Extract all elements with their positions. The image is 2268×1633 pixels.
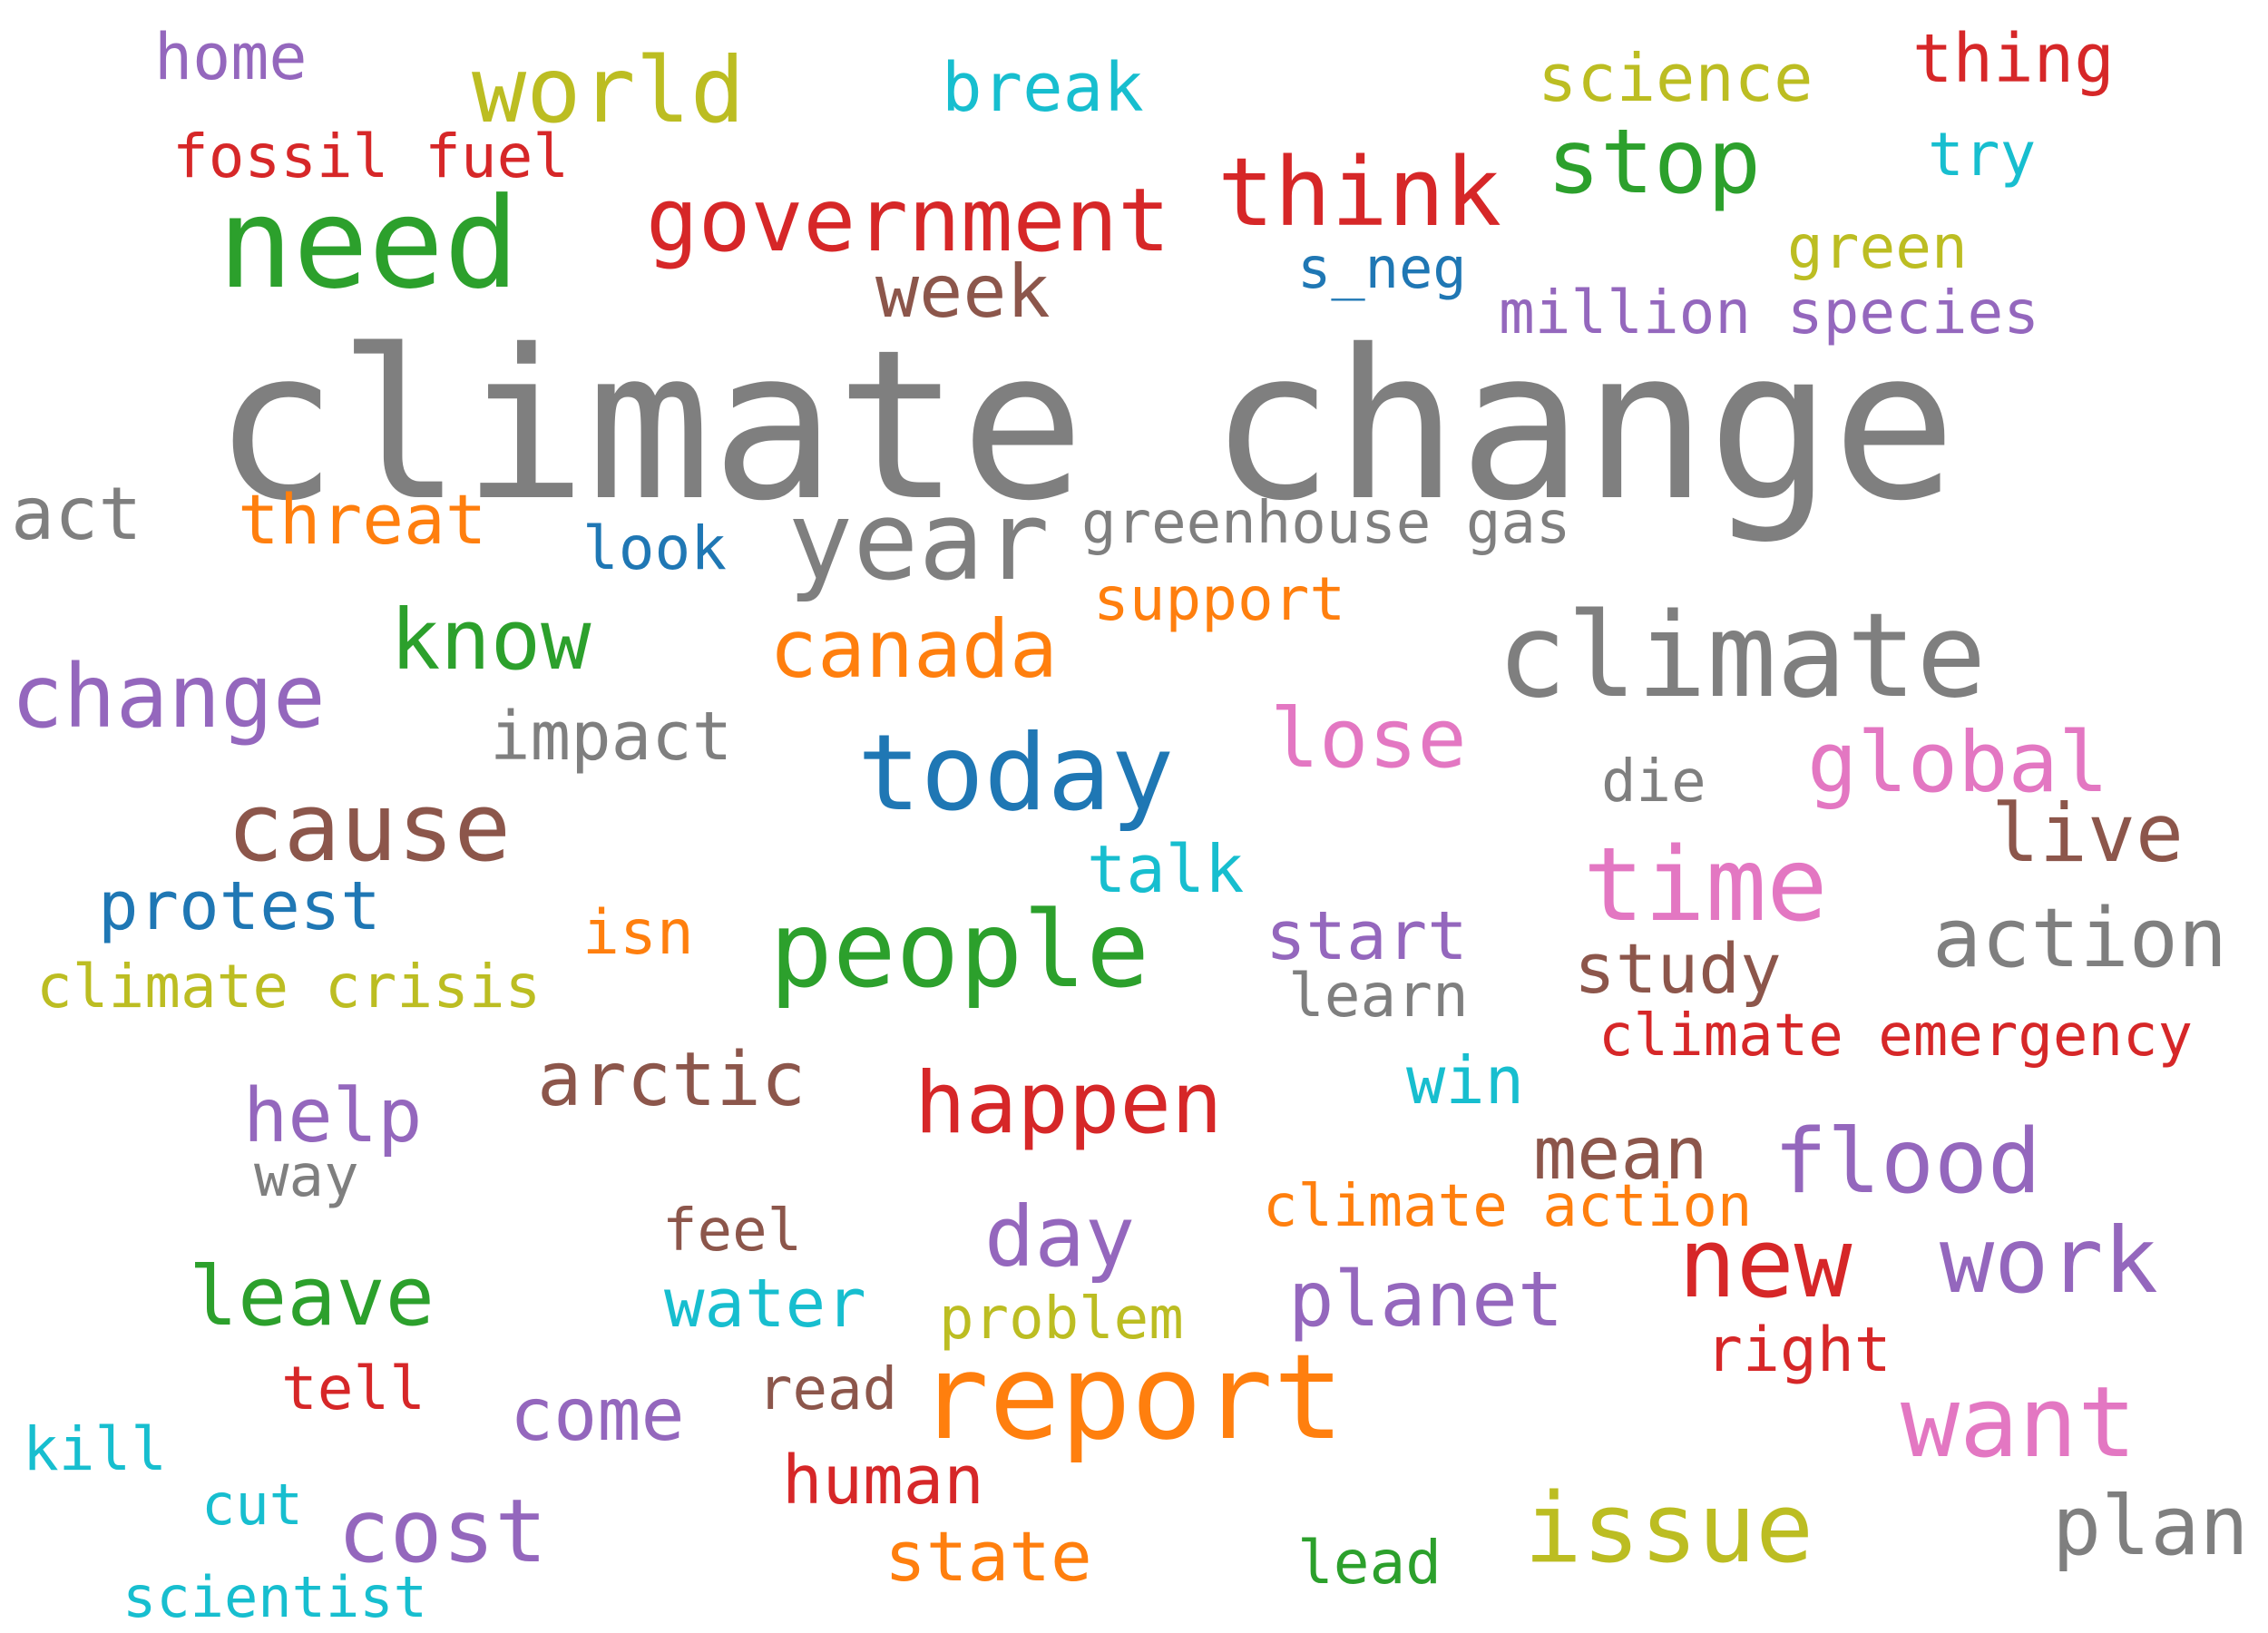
word-planet: planet <box>1288 1255 1564 1344</box>
word-happen: happen <box>914 1054 1223 1153</box>
word-global: global <box>1807 714 2109 811</box>
word-support: support <box>1093 564 1346 634</box>
word-action: action <box>1932 891 2228 986</box>
word-study: study <box>1574 928 1782 1009</box>
word-impact: impact <box>490 698 733 776</box>
word-greenhouse-gas: greenhouse gas <box>1081 490 1571 557</box>
word-climate-emergency: climate emergency <box>1598 1002 2194 1070</box>
word-cost: cost <box>337 1481 548 1582</box>
word-act: act <box>11 472 142 556</box>
word-come: come <box>510 1373 685 1457</box>
word-people: people <box>769 889 1150 1012</box>
word-time: time <box>1583 826 1828 944</box>
word-week: week <box>875 249 1051 334</box>
word-human: human <box>782 1442 984 1520</box>
word-tell: tell <box>281 1354 425 1423</box>
word-s-neg: s_neg <box>1297 235 1467 301</box>
word-work: work <box>1940 1208 2158 1314</box>
word-report: report <box>918 1328 1344 1466</box>
word-arctic: arctic <box>537 1037 807 1123</box>
word-lose: lose <box>1270 691 1467 787</box>
word-isn: isn <box>582 897 694 969</box>
word-scientist: scientist <box>122 1564 427 1630</box>
word-world: world <box>472 37 746 143</box>
word-try: try <box>1928 120 2037 190</box>
word-plan: plan <box>2052 1479 2249 1574</box>
word-climate-change: climate change <box>213 305 1957 546</box>
word-day: day <box>984 1188 1136 1286</box>
word-flood: flood <box>1774 1110 2042 1214</box>
word-start: start <box>1266 897 1468 975</box>
word-learn: learn <box>1288 961 1469 1031</box>
word-issue: issue <box>1524 1472 1814 1584</box>
word-way: way <box>254 1143 359 1210</box>
word-cause: cause <box>227 772 512 883</box>
word-read: read <box>758 1356 898 1423</box>
word-help: help <box>243 1073 423 1159</box>
word-want: want <box>1901 1366 2137 1480</box>
word-kill: kill <box>23 1414 167 1484</box>
word-water: water <box>664 1265 866 1343</box>
word-climate-crisis: climate crisis <box>36 952 542 1022</box>
word-government: government <box>646 170 1170 271</box>
word-thing: thing <box>1912 20 2115 98</box>
word-new: new <box>1678 1208 1853 1319</box>
word-today: today <box>857 712 1175 835</box>
word-science: science <box>1538 40 1813 116</box>
word-break: break <box>942 49 1144 127</box>
word-feel: feel <box>662 1198 803 1265</box>
word-climate-action: climate action <box>1263 1173 1753 1240</box>
word-canada: canada <box>769 602 1058 696</box>
word-cut: cut <box>201 1472 303 1538</box>
word-state: state <box>885 1516 1092 1597</box>
word-year: year <box>787 479 1050 605</box>
word-threat: threat <box>238 479 487 560</box>
word-leave: leave <box>189 1249 435 1345</box>
word-mean: mean <box>1533 1111 1708 1196</box>
word-problem: problem <box>939 1286 1184 1353</box>
word-right: right <box>1706 1315 1892 1386</box>
word-live: live <box>1991 787 2184 880</box>
word-know: know <box>390 592 591 689</box>
word-talk: talk <box>1087 831 1245 907</box>
word-look: look <box>582 513 727 583</box>
word-think: think <box>1217 137 1502 248</box>
word-change: change <box>11 646 326 748</box>
word-million-species: million species <box>1499 278 2040 347</box>
word-protest: protest <box>98 867 381 945</box>
word-win: win <box>1406 1042 1525 1119</box>
word-climate: climate <box>1497 589 1987 724</box>
word-home: home <box>154 20 308 94</box>
word-stop: stop <box>1547 111 1762 214</box>
word-green: green <box>1787 212 1968 282</box>
word-die: die <box>1601 748 1706 816</box>
word-lead: lead <box>1297 1528 1442 1598</box>
word-fossil-fuel: fossil fuel <box>172 122 570 191</box>
word-need: need <box>218 171 520 317</box>
